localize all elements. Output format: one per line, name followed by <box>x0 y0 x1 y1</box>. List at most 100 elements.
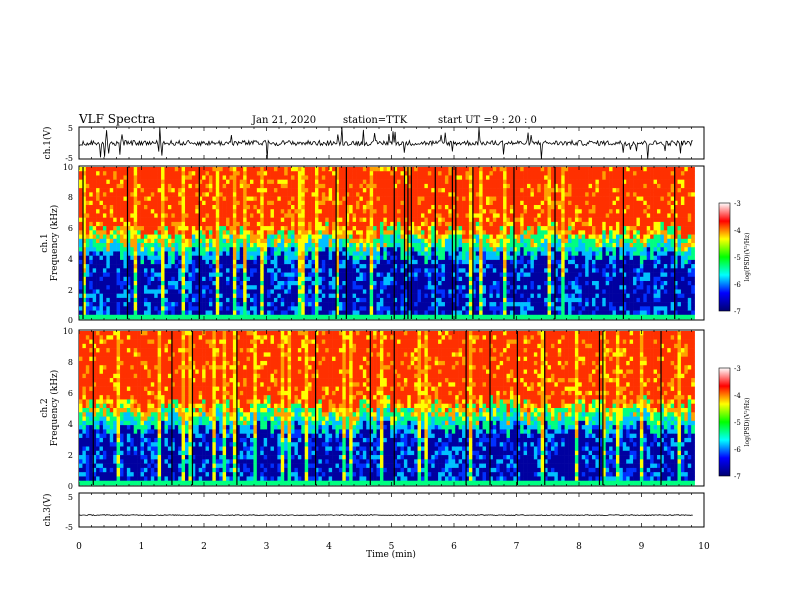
spectrogram-cell <box>380 298 384 303</box>
spectrogram-cell <box>383 298 387 303</box>
spectrogram-cell <box>113 289 117 294</box>
spectrogram-cell <box>229 175 233 180</box>
spectrogram-cell <box>243 281 247 286</box>
spectrogram-cell <box>96 205 100 210</box>
spectrogram-cell <box>264 226 268 231</box>
spectrogram-cell <box>219 311 223 316</box>
spectrogram-cell <box>165 218 169 223</box>
spectrogram-cell <box>267 247 271 252</box>
spectrogram-cell <box>503 306 507 311</box>
spectrogram-cell <box>390 294 394 299</box>
spectrogram-cell <box>486 251 490 256</box>
spectrogram-cell <box>530 226 534 231</box>
spectrogram-cell <box>493 281 497 286</box>
spectrogram-cell <box>178 277 182 282</box>
spectrogram-cell <box>267 277 271 282</box>
spectrogram-cell <box>151 218 155 223</box>
spectrogram-cell <box>288 201 292 206</box>
spectrogram-cell <box>479 205 483 210</box>
spectrogram-cell <box>151 306 155 311</box>
spectrogram-cell <box>188 302 192 307</box>
spectrogram-cell <box>318 171 322 176</box>
impulse-line <box>455 167 456 319</box>
spectrogram-cell <box>305 273 309 278</box>
spectrogram-cell <box>315 298 319 303</box>
spectrogram-cell <box>151 302 155 307</box>
spectrogram-cell <box>496 167 500 172</box>
spectrogram-cell <box>318 251 322 256</box>
spectrogram-cell <box>264 302 268 307</box>
spectrogram-cell <box>489 251 493 256</box>
spectrogram-cell <box>476 184 480 189</box>
spectrogram-cell <box>250 264 254 269</box>
ch1-spectrogram-panel: 0 2 4 6 8 10 ch.1 Frequency (kHz) <box>40 163 704 325</box>
spectrogram-cell <box>537 205 541 210</box>
spectrogram-cell <box>537 289 541 294</box>
spectrogram-cell <box>243 239 247 244</box>
spectrogram-cell <box>414 184 418 189</box>
spectrogram-cell <box>267 201 271 206</box>
spectrogram-cell <box>438 197 442 202</box>
spectrogram-cell <box>397 243 401 248</box>
spectrogram-cell <box>541 192 545 197</box>
spectrogram-cell <box>322 226 326 231</box>
spectrogram-cell <box>465 260 469 265</box>
spectrogram-cell <box>250 222 254 227</box>
spectrogram-cell <box>517 197 521 202</box>
spectrogram-cell <box>247 235 251 240</box>
spectrogram-cell <box>178 302 182 307</box>
spectrogram-cell <box>175 251 179 256</box>
spectrogram-cell <box>93 277 97 282</box>
spectrogram-cell <box>247 171 251 176</box>
spectrogram-cell <box>271 260 275 265</box>
spectrogram-cell <box>414 256 418 261</box>
spectrogram-cell <box>277 239 281 244</box>
spectrogram-cell <box>195 294 199 299</box>
spectrogram-cell <box>79 230 83 235</box>
spectrogram-cell <box>113 247 117 252</box>
spectrogram-cell <box>496 197 500 202</box>
spectrogram-cell <box>202 239 206 244</box>
spectrogram-cell <box>465 205 469 210</box>
spectrogram-cell <box>359 273 363 278</box>
spectrogram-cell <box>353 184 357 189</box>
spectrogram-cell <box>233 281 237 286</box>
spectrogram-cell <box>390 264 394 269</box>
spectrogram-cell <box>397 213 401 218</box>
spectrogram-cell <box>277 306 281 311</box>
spectrogram-cell <box>301 298 305 303</box>
spectrogram-cell <box>489 260 493 265</box>
spectrogram-cell <box>356 239 360 244</box>
spectrogram-cell <box>342 205 346 210</box>
spectrogram-cell <box>147 243 151 248</box>
spectrogram-cell <box>524 222 528 227</box>
spectrogram-cell <box>260 260 264 265</box>
spectrogram-cell <box>141 230 145 235</box>
spectrogram-cell <box>397 315 401 320</box>
spectrogram-cell <box>188 235 192 240</box>
spectrogram-cell <box>359 239 363 244</box>
spectrogram-cell <box>332 260 336 265</box>
spectrogram-cell <box>253 201 257 206</box>
spectrogram-cell <box>421 197 425 202</box>
spectrogram-cell <box>212 256 216 261</box>
spectrogram-cell <box>250 260 254 265</box>
spectrogram-cell <box>349 256 353 261</box>
spectrogram-cell <box>479 298 483 303</box>
spectrogram-cell <box>123 306 127 311</box>
spectrogram-cell <box>284 209 288 214</box>
spectrogram-cell <box>182 197 186 202</box>
spectrogram-cell <box>113 197 117 202</box>
spectrogram-cell <box>496 281 500 286</box>
spectrogram-cell <box>260 230 264 235</box>
spectrogram-cell <box>442 298 446 303</box>
spectrogram-cell <box>527 268 531 273</box>
spectrogram-cell <box>370 268 374 273</box>
spectrogram-cell <box>158 260 162 265</box>
spectrogram-cell <box>250 188 254 193</box>
spectrogram-cell <box>137 285 141 290</box>
spectrogram-cell <box>264 268 268 273</box>
spectrogram-cell <box>359 298 363 303</box>
spectrogram-cell <box>294 243 298 248</box>
spectrogram-cell <box>339 188 343 193</box>
